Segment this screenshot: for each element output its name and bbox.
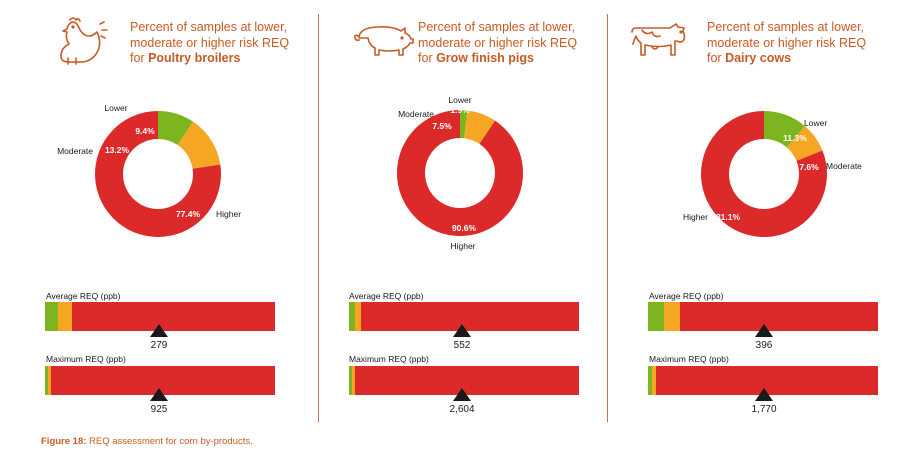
category-label: Higher — [216, 209, 241, 219]
value-label: 1.9% — [450, 105, 470, 115]
title-line-1: Percent of samples at lower, — [418, 20, 576, 34]
donut-slice-higher — [95, 111, 221, 237]
value-label: 13.2% — [105, 145, 130, 155]
max-req-label: Maximum REQ (ppb) — [349, 354, 429, 364]
bar-segment-higher — [680, 302, 878, 331]
avg-req-bar — [648, 302, 878, 331]
avg-marker-icon — [453, 324, 471, 337]
donut-chart: Lower Moderate Higher 1.9% 7.5% 90.6% — [397, 95, 523, 251]
donut-slice-moderate — [464, 110, 496, 144]
bar-segment-moderate — [47, 366, 51, 395]
species-name: Dairy cows — [725, 51, 792, 65]
bar-segment-lower — [45, 366, 48, 395]
figure-caption: Figure 18: REQ assessment for corn by-pr… — [41, 436, 253, 447]
avg-req-bar — [45, 302, 275, 331]
bar-segment-moderate — [354, 302, 361, 331]
title-prefix: for — [418, 51, 437, 65]
caption-text: REQ assessment for corn by-products. — [86, 436, 253, 447]
donut-slice-moderate — [177, 121, 221, 169]
value-label: 81.1% — [716, 212, 741, 222]
bar-segment-moderate — [664, 302, 681, 331]
donut-slice-higher — [397, 110, 523, 236]
value-label: 7.5% — [432, 121, 452, 131]
title-prefix: for — [707, 51, 726, 65]
category-label: Higher — [683, 212, 708, 222]
category-label: Moderate — [57, 146, 93, 156]
avg-marker-icon — [755, 324, 773, 337]
avg-req-label: Average REQ (ppb) — [46, 291, 121, 301]
bar-segment-moderate — [351, 366, 355, 395]
donut-slice-moderate — [786, 126, 823, 161]
max-req-value: 2,604 — [449, 404, 475, 415]
value-label: 90.6% — [452, 223, 477, 233]
title-prefix: for — [130, 51, 149, 65]
max-req-value: 1,770 — [751, 404, 777, 415]
category-label: Moderate — [826, 161, 862, 171]
panel-title: Percent of samples at lower, moderate or… — [418, 20, 577, 67]
cow-icon — [628, 14, 690, 66]
bar-segment-lower — [648, 366, 653, 395]
species-name: Grow finish pigs — [436, 51, 534, 65]
divider — [318, 14, 319, 422]
bar-segment-lower — [349, 302, 355, 331]
chicken-icon — [48, 14, 110, 66]
bar-segment-higher — [71, 302, 275, 331]
avg-req-value: 396 — [755, 340, 773, 351]
max-req-label: Maximum REQ (ppb) — [649, 354, 729, 364]
donut-chart: Lower Moderate Higher 11.3% 7.6% 81.1% — [683, 111, 862, 238]
category-label: Moderate — [398, 109, 434, 119]
category-label: Lower — [804, 118, 827, 128]
avg-req-bar — [349, 302, 579, 331]
donut-slice-lower — [764, 111, 806, 148]
max-marker-icon — [150, 388, 168, 401]
value-label: 11.3% — [783, 133, 807, 143]
bar-segment-moderate — [58, 302, 72, 331]
bar-segment-lower — [648, 302, 665, 331]
panel-poultry: Percent of samples at lower, moderate or… — [38, 0, 338, 430]
caption-label: Figure 18: — [41, 436, 87, 447]
donut-chart: Lower Moderate Higher 9.4% 13.2% 77.4% — [57, 103, 241, 237]
title-line-2: moderate or higher risk REQ — [130, 35, 290, 50]
panel-dairy: Percent of samples at lower, moderate or… — [624, 0, 903, 430]
donut-slice-higher — [701, 111, 827, 238]
avg-marker-icon — [150, 324, 168, 337]
value-label: 77.4% — [176, 209, 201, 219]
title-line-1: Percent of samples at lower, — [707, 20, 865, 34]
bar-segment-lower — [45, 302, 59, 331]
max-req-label: Maximum REQ (ppb) — [46, 354, 126, 364]
divider — [607, 14, 608, 422]
title-line-2: moderate or higher risk REQ — [707, 35, 867, 50]
avg-req-value: 552 — [453, 340, 471, 351]
avg-req-label: Average REQ (ppb) — [649, 291, 724, 301]
panel-title: Percent of samples at lower, moderate or… — [707, 20, 866, 67]
bar-segment-lower — [349, 366, 352, 395]
avg-req-label: Average REQ (ppb) — [349, 291, 424, 301]
bar-segment-moderate — [652, 366, 657, 395]
category-label: Higher — [450, 241, 475, 251]
title-line-2: moderate or higher risk REQ — [418, 35, 578, 50]
value-label: 7.6% — [799, 162, 819, 172]
donut-slice-lower — [158, 111, 194, 145]
panel-title: Percent of samples at lower, moderate or… — [130, 20, 289, 67]
title-line-1: Percent of samples at lower, — [130, 20, 288, 34]
pig-icon — [352, 14, 414, 66]
value-label: 9.4% — [135, 126, 155, 136]
category-label: Lower — [104, 103, 127, 113]
max-marker-icon — [755, 388, 773, 401]
category-label: Lower — [448, 95, 471, 105]
max-marker-icon — [453, 388, 471, 401]
max-req-bar — [349, 366, 579, 395]
species-name: Poultry broilers — [148, 51, 241, 65]
max-req-value: 925 — [150, 404, 168, 415]
donut-slice-lower — [460, 110, 468, 139]
panel-pigs: Percent of samples at lower, moderate or… — [342, 0, 642, 430]
avg-req-value: 279 — [150, 340, 168, 351]
